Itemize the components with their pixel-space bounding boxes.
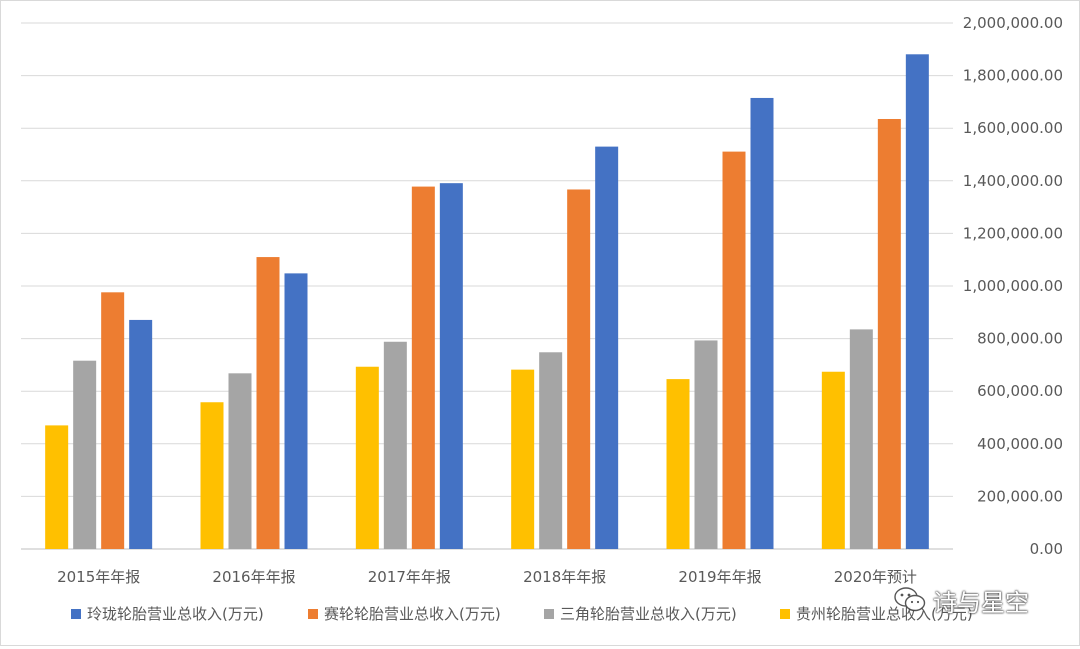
bar — [439, 183, 463, 550]
bar — [722, 151, 746, 549]
legend-swatch — [544, 609, 554, 619]
bar — [228, 373, 252, 549]
watermark-text: 诗与星空 — [933, 588, 1029, 617]
bars — [45, 54, 929, 550]
bar — [129, 319, 153, 549]
legend-label: 赛轮轮胎营业总收入(万元) — [324, 605, 501, 623]
gridlines — [21, 22, 953, 550]
y-tick-label: 1,400,000.00 — [963, 172, 1063, 190]
bar — [694, 340, 718, 549]
y-tick-label: 0.00 — [1030, 540, 1063, 558]
bar — [101, 292, 125, 549]
bar — [595, 146, 619, 550]
legend-swatch — [71, 609, 81, 619]
bar — [877, 118, 901, 550]
bar — [256, 257, 280, 549]
bar — [511, 369, 535, 549]
watermark: 诗与星空 — [893, 580, 1029, 620]
bar — [849, 329, 873, 549]
y-tick-label: 800,000.00 — [977, 330, 1063, 348]
x-tick-label: 2020年预计 — [834, 568, 917, 586]
y-tick-label: 1,000,000.00 — [963, 277, 1063, 295]
legend: 玲珑轮胎营业总收入(万元) 赛轮轮胎营业总收入(万元) 三角轮胎营业总收入(万元) 贵… — [71, 605, 973, 623]
y-tick-label: 200,000.00 — [977, 487, 1063, 505]
bar — [284, 273, 308, 549]
axes: 0.00 200,000.00 400,000.00 600,000.00 800,00… — [57, 14, 1063, 586]
y-tick-label: 1,800,000.00 — [963, 67, 1063, 85]
bar — [411, 186, 435, 549]
y-tick-label: 400,000.00 — [977, 435, 1063, 453]
y-tick-label: 600,000.00 — [977, 382, 1063, 400]
legend-swatch — [308, 609, 318, 619]
wechat-icon — [894, 587, 926, 612]
y-tick-label: 2,000,000.00 — [963, 14, 1063, 32]
x-tick-label: 2019年年报 — [678, 568, 761, 586]
bar — [750, 97, 774, 549]
bar — [355, 366, 379, 549]
bar — [905, 54, 929, 550]
legend-label: 贵州轮胎营业总收入(万元) — [796, 605, 973, 623]
bar — [383, 341, 407, 549]
bar — [821, 371, 845, 549]
bar — [567, 189, 591, 549]
bar — [45, 425, 69, 549]
x-tick-label: 2018年年报 — [523, 568, 606, 586]
legend-label: 三角轮胎营业总收入(万元) — [560, 605, 737, 623]
bar — [200, 402, 224, 549]
x-tick-label: 2015年年报 — [57, 568, 140, 586]
bar — [666, 379, 690, 549]
y-tick-label: 1,600,000.00 — [963, 119, 1063, 137]
y-tick-label: 1,200,000.00 — [963, 224, 1063, 242]
x-tick-label: 2017年年报 — [368, 568, 451, 586]
bar — [73, 360, 97, 549]
x-tick-label: 2016年年报 — [212, 568, 295, 586]
legend-swatch — [780, 609, 790, 619]
legend-label: 玲珑轮胎营业总收入(万元) — [87, 605, 264, 623]
bar — [539, 352, 563, 549]
